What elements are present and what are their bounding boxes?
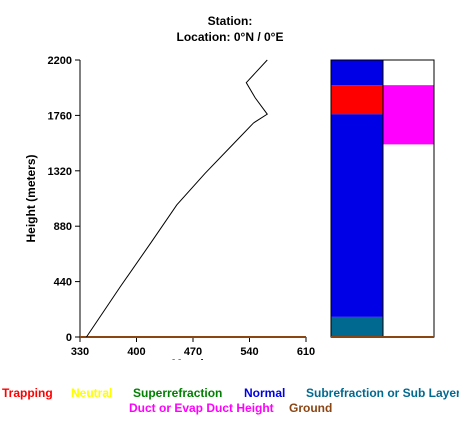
legend-subrefraction: Subrefraction or Sub Layer	[306, 386, 459, 400]
legend-trapping: Trapping	[2, 386, 53, 400]
legend-neutral: Neutral	[71, 386, 113, 400]
x-tick-label: 470	[184, 346, 202, 358]
station-title: Station:	[207, 14, 253, 28]
condition-bar-duct	[383, 85, 434, 145]
y-tick-label: 2200	[48, 55, 72, 67]
refractivity-chart: 0 440 880 1320 1760 2200 330 400 470 540 610 M-unit…	[24, 55, 435, 360]
y-tick-label: 1320	[48, 166, 72, 178]
condition-bar-trapping	[331, 85, 383, 115]
condition-bar-normal	[331, 114, 383, 317]
x-tick-label: 540	[240, 346, 258, 358]
x-axis-label: M-units	[172, 357, 215, 360]
legend-ground: Ground	[289, 401, 333, 415]
x-tick-label: 400	[127, 346, 145, 358]
y-tick-label: 1760	[48, 110, 72, 122]
legend-superrefraction: Superrefraction	[133, 386, 223, 400]
legend-normal: Normal	[244, 386, 286, 400]
y-tick-label: 440	[54, 277, 72, 289]
condition-bar-normal	[331, 60, 383, 86]
y-tick-label: 0	[66, 332, 72, 344]
x-tick-label: 330	[71, 346, 89, 358]
y-tick-label: 880	[54, 221, 72, 233]
condition-bar-subrefraction	[331, 316, 383, 337]
m-unit-profile-line	[86, 59, 268, 338]
legend-duct: Duct or Evap Duct Height	[129, 401, 274, 415]
x-tick-label: 610	[297, 346, 315, 358]
y-axis-label: Height (meters)	[24, 154, 38, 242]
location-title: Location: 0°N / 0°E	[176, 30, 284, 44]
